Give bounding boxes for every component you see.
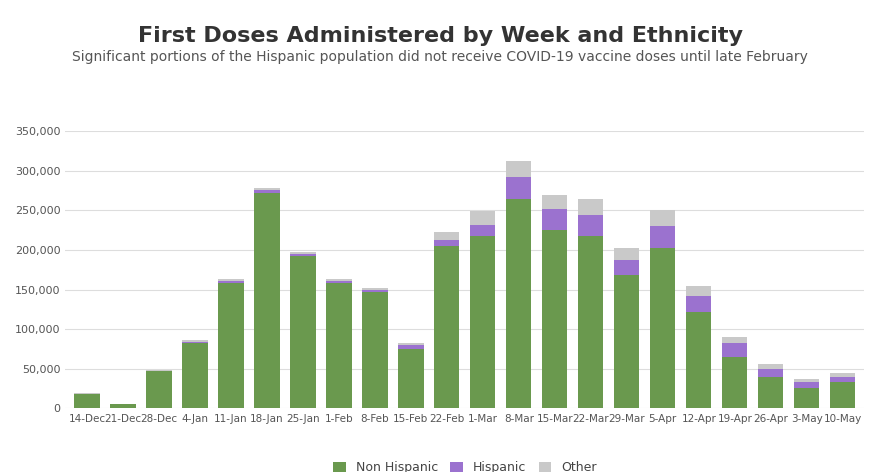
Bar xyxy=(686,296,711,312)
Text: Significant portions of the Hispanic population did not receive COVID-19 vaccine: Significant portions of the Hispanic pop… xyxy=(72,50,808,64)
Bar xyxy=(218,281,244,283)
Text: First Doses Administered by Week and Ethnicity: First Doses Administered by Week and Eth… xyxy=(137,26,743,46)
Bar xyxy=(759,369,783,377)
Bar xyxy=(830,377,855,382)
Bar xyxy=(326,283,351,408)
Bar xyxy=(578,199,604,215)
Bar xyxy=(111,405,136,408)
Bar xyxy=(506,161,532,177)
Bar xyxy=(399,343,423,345)
Bar xyxy=(146,371,172,408)
Bar xyxy=(686,286,711,296)
Bar xyxy=(290,254,316,256)
Bar xyxy=(830,382,855,408)
Bar xyxy=(722,357,747,408)
Bar xyxy=(650,211,675,226)
Bar xyxy=(435,232,459,240)
Bar xyxy=(470,226,495,236)
Legend: Non Hispanic, Hispanic, Other: Non Hispanic, Hispanic, Other xyxy=(328,456,602,472)
Bar xyxy=(614,260,640,275)
Bar xyxy=(470,211,495,226)
Bar xyxy=(578,236,604,408)
Bar xyxy=(218,279,244,281)
Bar xyxy=(794,379,819,382)
Bar xyxy=(363,288,387,290)
Bar xyxy=(435,246,459,408)
Bar xyxy=(399,349,423,408)
Bar xyxy=(254,188,280,190)
Bar xyxy=(326,281,351,283)
Bar xyxy=(111,404,136,405)
Bar xyxy=(759,377,783,408)
Bar xyxy=(614,248,640,260)
Bar xyxy=(290,253,316,254)
Bar xyxy=(435,240,459,246)
Bar xyxy=(794,388,819,408)
Bar xyxy=(254,190,280,193)
Bar xyxy=(722,337,747,343)
Bar xyxy=(75,393,99,394)
Bar xyxy=(218,283,244,408)
Bar xyxy=(650,248,675,408)
Bar xyxy=(794,382,819,388)
Bar xyxy=(399,345,423,349)
Bar xyxy=(146,370,172,371)
Bar xyxy=(542,209,568,230)
Bar xyxy=(363,292,387,408)
Bar xyxy=(506,177,532,199)
Bar xyxy=(182,340,208,342)
Bar xyxy=(254,193,280,408)
Bar xyxy=(326,279,351,281)
Bar xyxy=(650,226,675,248)
Bar xyxy=(759,364,783,369)
Bar xyxy=(182,342,208,344)
Bar xyxy=(182,344,208,408)
Bar xyxy=(686,312,711,408)
Bar xyxy=(830,373,855,377)
Bar xyxy=(506,199,532,408)
Bar xyxy=(75,394,99,408)
Bar xyxy=(363,290,387,292)
Bar xyxy=(542,194,568,209)
Bar xyxy=(542,230,568,408)
Bar xyxy=(290,256,316,408)
Bar xyxy=(614,275,640,408)
Bar xyxy=(578,215,604,236)
Bar xyxy=(722,343,747,357)
Bar xyxy=(470,236,495,408)
